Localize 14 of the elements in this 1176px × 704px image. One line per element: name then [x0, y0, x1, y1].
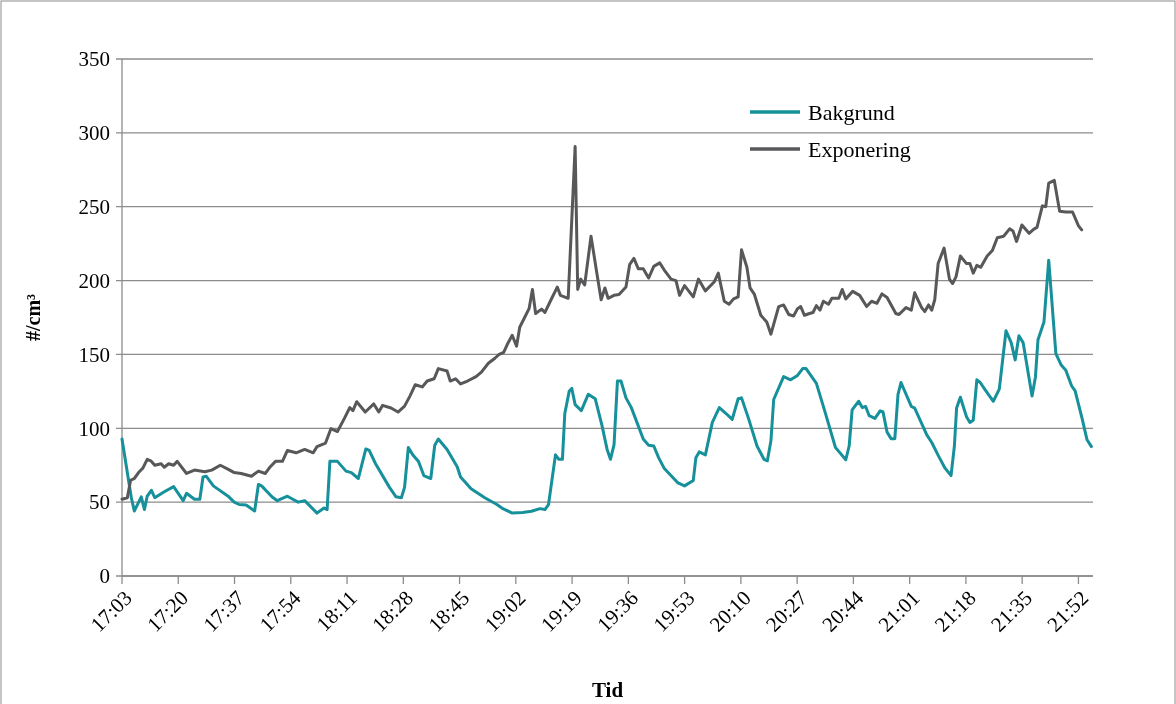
y-tick-label: 200	[78, 268, 110, 293]
y-tick-label: 300	[78, 121, 110, 146]
y-tick-label: 50	[89, 490, 110, 515]
y-tick-label: 350	[78, 47, 110, 72]
y-tick-label: 0	[99, 564, 110, 589]
x-axis-title: Tid	[591, 678, 624, 702]
y-axis-title: #/cm³	[22, 293, 44, 342]
y-tick-label: 150	[78, 342, 110, 367]
legend-label: Exponering	[808, 136, 911, 162]
line-series	[120, 258, 1093, 515]
y-tick-label: 250	[78, 195, 110, 220]
line-series	[120, 145, 1084, 501]
legend-label: Bakgrund	[808, 99, 895, 125]
y-tick-label: 100	[78, 416, 110, 441]
